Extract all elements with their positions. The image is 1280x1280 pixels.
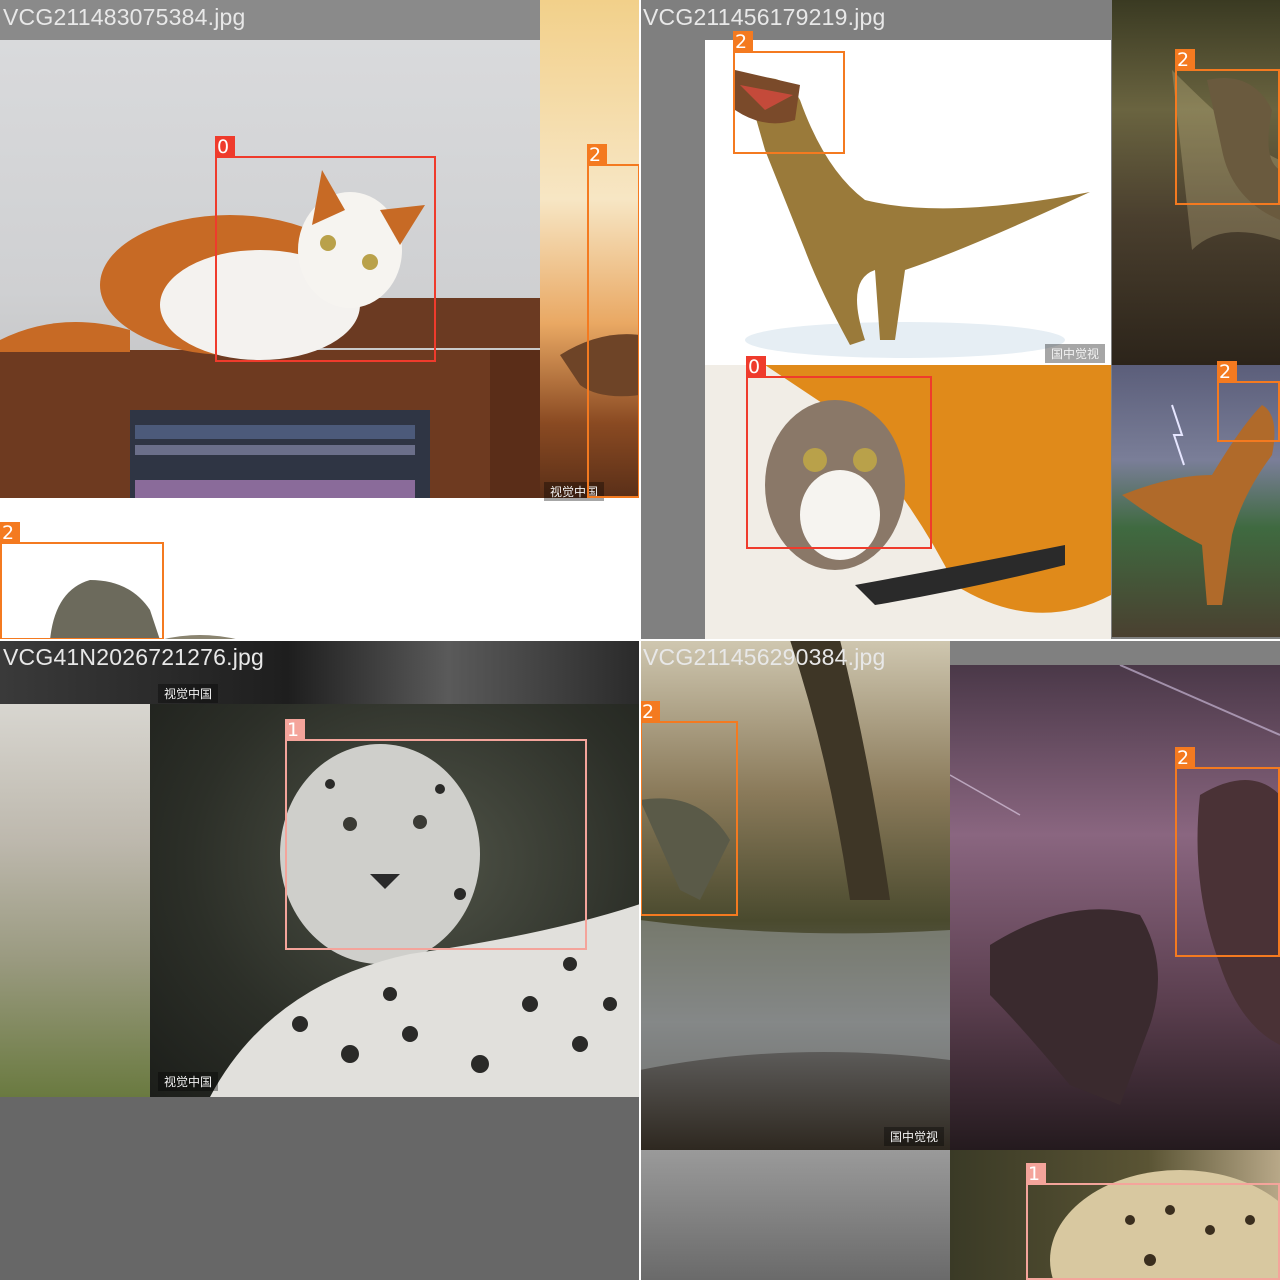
class-label: 2 <box>640 701 660 723</box>
meteor-dinos <box>950 665 1280 1105</box>
forest-stream <box>640 640 950 1070</box>
forest-dino-photo <box>1112 0 1280 365</box>
watermark: 视觉中国 <box>158 684 219 703</box>
dino-sunset-photo <box>540 0 640 498</box>
dino-silhouette <box>560 334 640 397</box>
blurred-leopard-photo <box>640 1150 950 1280</box>
bbox-dinosaur[interactable]: 2 <box>733 31 845 154</box>
bbox-dinosaur[interactable]: 2 <box>1217 361 1280 442</box>
class-label: 2 <box>733 31 753 53</box>
mosaic-tile-4: 国中觉视 VCG211456290384.jpg 2 2 1 <box>640 640 1280 1280</box>
mosaic-tile-2: 国中觉视 VCG211456179219.jpg 2 2 0 <box>640 0 1280 640</box>
storm-dino-photo <box>1112 365 1280 637</box>
bbox-dinosaur[interactable]: 2 <box>587 144 640 498</box>
bbox-dinosaur[interactable]: 2 <box>0 522 164 640</box>
leopard-top-photo <box>0 640 640 704</box>
leopard-closeup-photo <box>950 1150 1280 1280</box>
class-label: 2 <box>587 144 607 166</box>
filename-label: VCG211456179219.jpg <box>643 4 886 30</box>
class-label: 1 <box>1026 1163 1046 1185</box>
trex-photo: 国中觉视 <box>705 40 1111 365</box>
filename-label: VCG211456290384.jpg <box>643 644 886 670</box>
watermark: 视觉中国 <box>158 1072 219 1091</box>
snow-leopard-photo: 视觉中国 <box>150 704 640 1097</box>
dino-head <box>50 580 240 640</box>
class-label: 2 <box>1217 361 1237 383</box>
bbox-snow-leopard[interactable]: 1 <box>285 719 587 950</box>
grid-divider-horizontal <box>0 639 1280 641</box>
meteor-dinos-photo <box>950 665 1280 1150</box>
class-label: 2 <box>0 522 20 544</box>
mosaic-tile-3: 视觉中国 视觉中国 VCG41N2026721276.jpg 1 <box>0 640 640 1280</box>
forest-stream-photo: 国中觉视 <box>640 640 950 1150</box>
watermark: 国中觉视 <box>883 1127 944 1146</box>
mosaic-tile-1: VCG211483075384.jpg 视觉中国 0 2 2 <box>0 0 640 640</box>
filename-bar <box>0 0 540 40</box>
class-label: 2 <box>1175 747 1195 769</box>
class-label: 2 <box>1175 49 1195 71</box>
class-label: 0 <box>215 136 235 158</box>
bbox-snow-leopard[interactable]: 1 <box>1026 1163 1280 1280</box>
bbox-cat[interactable]: 0 <box>746 356 932 549</box>
snow-leopard <box>210 744 640 1097</box>
filename-label: VCG211483075384.jpg <box>3 4 246 30</box>
leopard-closeup <box>1050 1170 1280 1280</box>
trex-drawing <box>735 70 1090 358</box>
class-label: 1 <box>285 719 305 741</box>
bbox-dinosaur[interactable]: 2 <box>1175 49 1280 205</box>
storm-dino <box>1122 404 1275 605</box>
watermark: 国中觉视 <box>1044 344 1105 363</box>
bbox-dinosaur[interactable]: 2 <box>1175 747 1280 957</box>
cat-scene <box>0 170 540 498</box>
cat-blanket-photo <box>705 365 1111 640</box>
dino-head-photo <box>0 540 250 640</box>
forest-dino <box>1172 70 1280 250</box>
blurred-plant-photo <box>0 704 150 1097</box>
filename-bar <box>640 0 1112 40</box>
cat-blanket <box>765 365 1111 613</box>
bbox-dinosaur[interactable]: 2 <box>640 701 738 916</box>
class-label: 0 <box>746 356 766 378</box>
bbox-cat[interactable]: 0 <box>215 136 436 362</box>
cat-photo <box>0 40 540 498</box>
filename-label: VCG41N2026721276.jpg <box>3 644 265 670</box>
